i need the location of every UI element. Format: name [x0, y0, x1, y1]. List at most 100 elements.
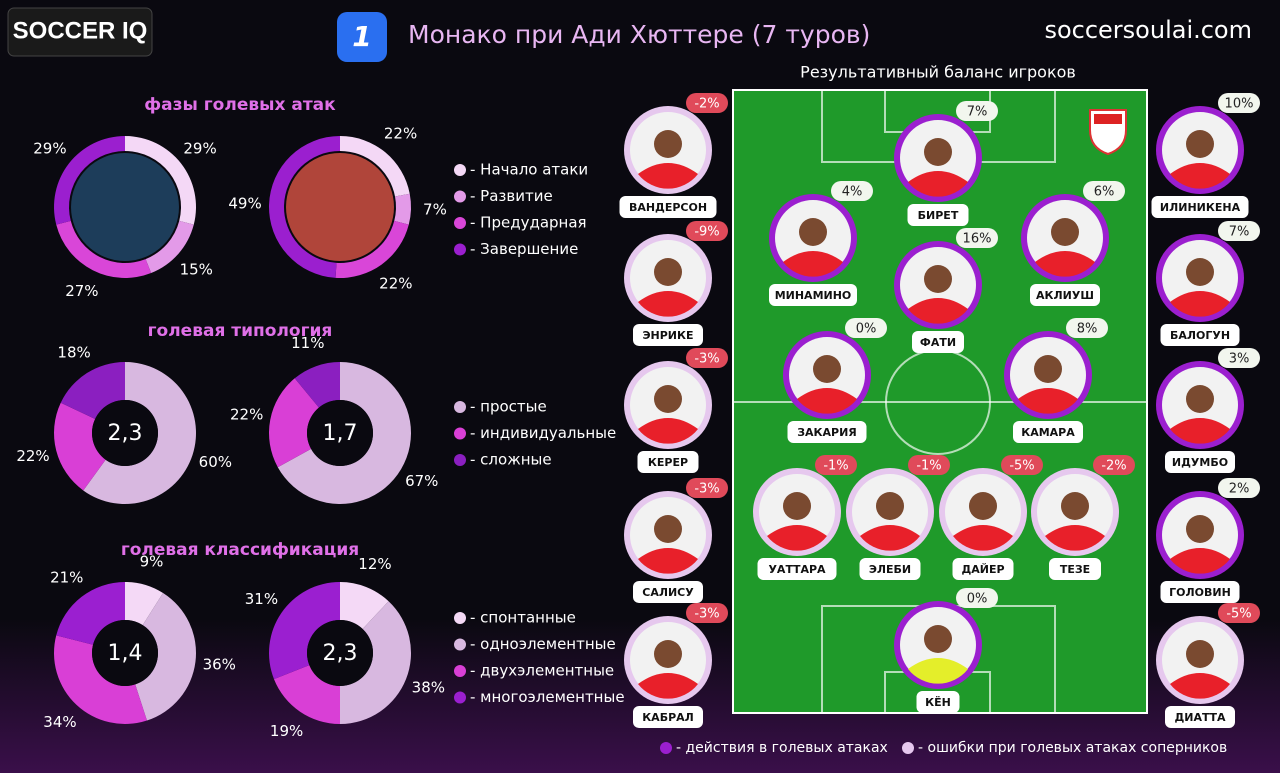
pct-label: -2%: [694, 97, 719, 112]
donut-segment: [277, 362, 411, 504]
value-label: 38%: [412, 678, 445, 696]
center-hole: [307, 620, 373, 686]
donut-segment: [53, 135, 125, 225]
donut-segment: [394, 193, 411, 225]
pct-badge: [1001, 455, 1043, 475]
player-jersey: [908, 298, 968, 324]
legend-label: - простые: [470, 398, 547, 416]
legend-label: - Развитие: [470, 187, 553, 205]
name-badge: [1160, 324, 1240, 346]
legend-dot: [902, 742, 914, 754]
donut-segment: [145, 220, 194, 274]
pct-label: -5%: [1226, 607, 1251, 622]
player-head: [1186, 515, 1214, 543]
value-label: 18%: [57, 343, 90, 361]
name-badge: [952, 558, 1014, 580]
donut-segment: [56, 220, 152, 278]
player-name: ЭЛЕБИ: [869, 563, 911, 576]
value-label: 36%: [203, 655, 236, 673]
donut-segment: [54, 402, 106, 491]
player-jersey: [767, 525, 827, 551]
center-label: 2,3: [108, 421, 143, 446]
player-name: ГОЛОВИН: [1169, 586, 1231, 599]
player-name: ИЛИНИКЕНА: [1160, 201, 1241, 214]
pct-badge: [956, 588, 998, 608]
legend-label: - индивидуальные: [470, 424, 616, 442]
player-head: [1051, 218, 1079, 246]
player-head: [1186, 385, 1214, 413]
value-label: 22%: [16, 447, 49, 465]
pct-badge: [1066, 318, 1108, 338]
name-badge: [633, 581, 703, 603]
legend-dot: [454, 164, 466, 176]
pct-badge: [1218, 478, 1260, 498]
pct-label: 7%: [967, 105, 988, 120]
player-jersey: [1035, 251, 1095, 277]
player-head: [969, 492, 997, 520]
name-badge: [912, 331, 964, 353]
donut-segment: [340, 601, 411, 724]
pct-badge: [686, 221, 728, 241]
title: Монако при Ади Хюттере (7 туров): [408, 20, 870, 49]
value-label: 7%: [423, 200, 447, 218]
player-name: ЗАКАРИЯ: [797, 426, 857, 439]
donut-segment: [125, 136, 196, 225]
player-jersey: [1170, 548, 1230, 574]
pitch-legend: - действия в голевых атаках: [676, 740, 888, 756]
player-jersey: [1170, 291, 1230, 317]
legend-dot: [454, 217, 466, 229]
player-name: КАБРАЛ: [642, 711, 694, 724]
donut-segment: [125, 582, 164, 626]
player-name: АКЛИУШ: [1036, 289, 1094, 302]
name-badge: [1049, 558, 1101, 580]
legend-dot: [454, 427, 466, 440]
value-label: 9%: [140, 552, 164, 570]
donut-segment: [269, 378, 319, 468]
value-label: 22%: [230, 406, 263, 424]
section-title: фазы голевых атак: [144, 95, 336, 115]
player-name: ФАТИ: [920, 336, 956, 349]
player-jersey: [1170, 418, 1230, 444]
legend-dot: [454, 665, 466, 677]
donut-segment: [54, 635, 147, 724]
name-badge: [1165, 706, 1235, 728]
pct-badge: [956, 228, 998, 248]
pct-label: -9%: [694, 225, 719, 240]
player-head: [1061, 492, 1089, 520]
value-label: 29%: [183, 139, 216, 157]
player-name: КЕРЕР: [648, 456, 688, 469]
name-badge: [637, 451, 699, 473]
pct-badge: [686, 348, 728, 368]
pct-label: -3%: [694, 352, 719, 367]
center-photo: [286, 153, 394, 261]
name-badge: [1013, 421, 1083, 443]
donut-segment: [340, 582, 389, 629]
pct-badge: [1218, 348, 1260, 368]
player-name: САЛИСУ: [642, 586, 694, 599]
player-jersey: [638, 291, 698, 317]
pitch-legend: - ошибки при голевых атаках соперников: [918, 740, 1227, 756]
center-label: 1,4: [108, 641, 143, 666]
pct-label: -5%: [1009, 459, 1034, 474]
donut-segment: [135, 593, 196, 721]
pct-label: 0%: [967, 592, 988, 607]
value-label: 60%: [199, 453, 232, 471]
player-name: ДИАТТА: [1174, 711, 1226, 724]
legend-dot: [454, 401, 466, 413]
pct-label: 2%: [1229, 482, 1250, 497]
legend-label: - многоэлементные: [470, 688, 625, 706]
center-hole: [92, 400, 158, 466]
value-label: 21%: [50, 568, 83, 586]
legend-dot: [454, 454, 466, 466]
player-name: КАМАРА: [1021, 426, 1075, 439]
value-label: 27%: [65, 282, 98, 300]
pct-label: 6%: [1094, 185, 1115, 200]
player-head: [654, 385, 682, 413]
pct-label: 3%: [1229, 352, 1250, 367]
section-title: голевая классификация: [121, 540, 359, 560]
legend-label: - спонтанные: [470, 609, 576, 627]
center-hole: [92, 620, 158, 686]
value-label: 12%: [358, 555, 391, 573]
player-jersey: [638, 418, 698, 444]
